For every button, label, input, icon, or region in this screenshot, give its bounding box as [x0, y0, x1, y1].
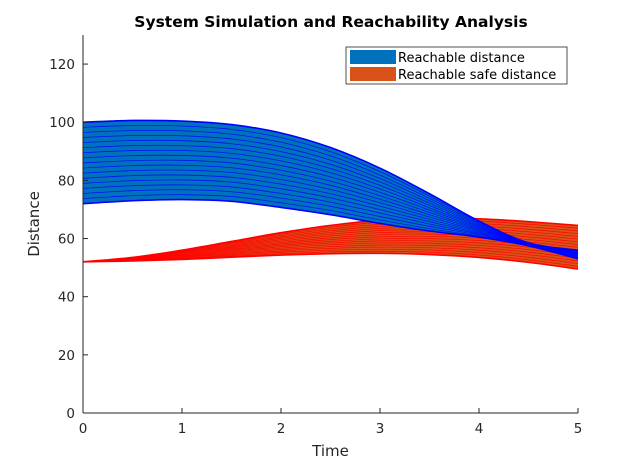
trajectory-reachable-distance [82, 169, 579, 257]
x-tick-label: 4 [475, 421, 484, 437]
y-tick-label: 0 [66, 406, 75, 422]
trajectory-reachable-safe-distance [82, 252, 579, 270]
trajectory-reachable-safe-distance [82, 242, 579, 263]
chart-title: System Simulation and Reachability Analy… [134, 13, 527, 31]
trajectory-reachable-safe-distance [82, 244, 579, 263]
trajectory-reachable-distance [82, 134, 579, 253]
y-axis-label: Distance [25, 191, 43, 257]
trajectory-reachable-distance [82, 149, 579, 254]
trajectory-reachable-distance [82, 198, 579, 260]
legend-swatch-reachable-safe-distance [350, 67, 396, 81]
legend-swatch-reachable-distance [350, 50, 396, 64]
trajectory-reachable-distance [82, 164, 579, 256]
trajectory-reachable-distance [82, 159, 579, 255]
y-tick-label: 20 [58, 348, 75, 364]
trajectory-reachable-distance [82, 174, 579, 257]
trajectory-reachable-distance [82, 144, 579, 254]
trajectory-reachable-distance [82, 189, 579, 259]
trajectory-reachable-safe-distance [82, 250, 579, 267]
trajectory-reachable-safe-distance [82, 222, 579, 263]
trajectory-reachable-safe-distance [82, 248, 579, 265]
legend-label-reachable-distance: Reachable distance [398, 51, 525, 66]
trajectory-reachable-distance [82, 154, 579, 255]
trajectory-reachable-distance [82, 184, 579, 258]
x-tick-label: 2 [277, 421, 286, 437]
y-tick-label: 100 [49, 115, 75, 131]
x-axis-label: Time [311, 442, 349, 460]
trajectory-reachable-distance [82, 179, 579, 258]
trajectory-reachable-safe-distance [82, 238, 579, 263]
x-tick-label: 5 [574, 421, 583, 437]
trajectory-reachable-safe-distance [82, 246, 579, 263]
y-tick-label: 40 [58, 290, 75, 306]
trajectory-reachable-safe-distance [82, 217, 579, 263]
legend-label-reachable-safe-distance: Reachable safe distance [398, 68, 556, 83]
x-tick-label: 1 [178, 421, 187, 437]
x-ticks: 0 1 2 3 4 5 [79, 408, 583, 437]
trajectory-reachable-safe-distance [82, 240, 579, 263]
legend: Reachable distance Reachable safe distan… [345, 46, 568, 85]
trajectory-reachable-distance [82, 119, 579, 251]
y-tick-label: 80 [58, 173, 75, 189]
trajectory-reachable-distance [82, 139, 579, 253]
trajectory-reachable-distance [82, 194, 579, 259]
x-tick-label: 3 [376, 421, 385, 437]
trajectory-reachable-safe-distance [82, 224, 579, 263]
plot-bands [82, 119, 579, 270]
trajectory-reachable-distance [82, 129, 579, 252]
x-tick-label: 0 [79, 421, 88, 437]
y-tick-label: 120 [49, 57, 75, 73]
y-tick-label: 60 [58, 232, 75, 248]
y-ticks: 0 20 40 60 80 100 120 [49, 57, 88, 422]
